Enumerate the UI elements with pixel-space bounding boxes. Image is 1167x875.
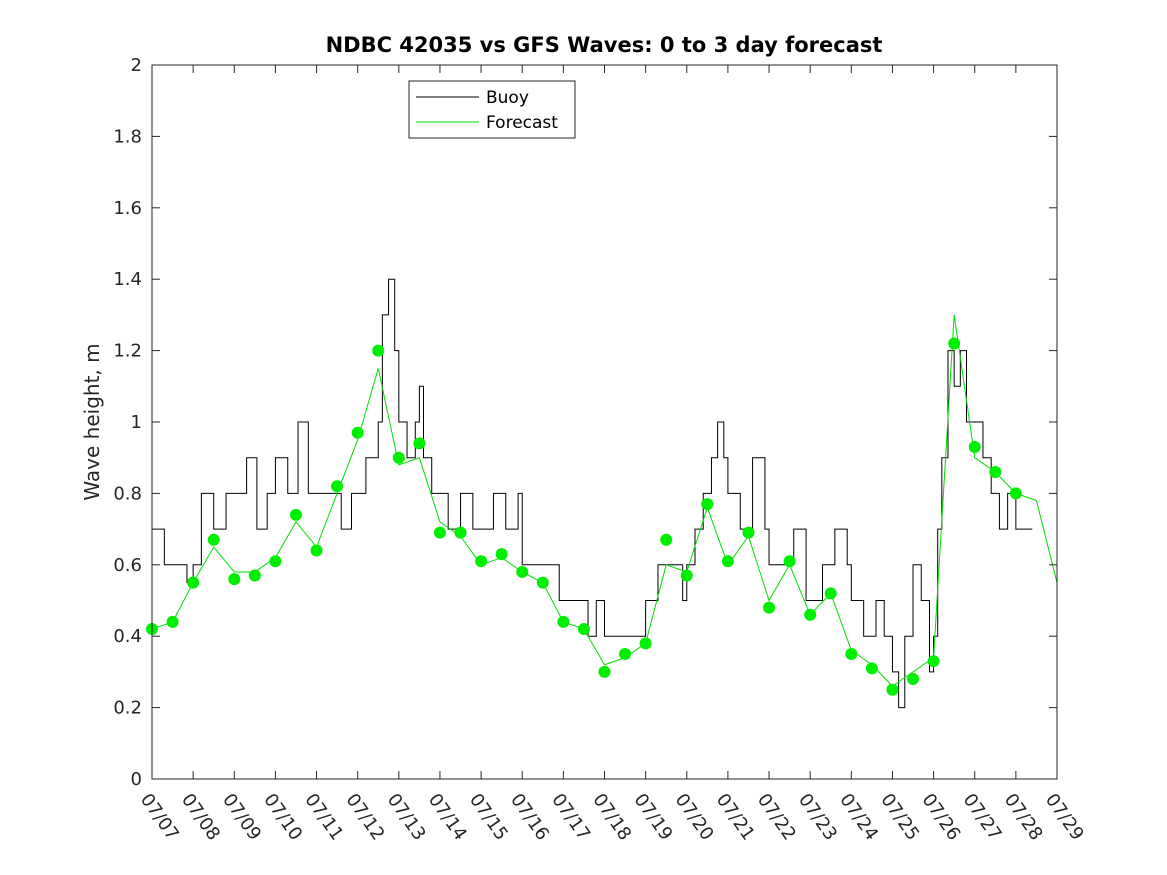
y-tick-label: 0.2: [113, 698, 142, 719]
y-tick-label: 0.8: [113, 483, 142, 504]
forecast-marker: [886, 683, 899, 696]
forecast-marker: [783, 555, 796, 568]
forecast-marker: [495, 548, 508, 561]
forecast-marker: [228, 573, 241, 586]
forecast-marker: [804, 608, 817, 621]
y-tick-label: 0: [131, 769, 142, 790]
forecast-marker: [454, 526, 467, 539]
forecast-marker: [433, 526, 446, 539]
forecast-marker: [598, 665, 611, 678]
forecast-marker: [351, 426, 364, 439]
forecast-marker: [619, 648, 632, 661]
y-tick-label: 1.2: [113, 341, 142, 362]
y-axis-label: Wave height, m: [80, 343, 104, 500]
forecast-marker: [248, 569, 261, 582]
forecast-marker: [166, 615, 179, 628]
forecast-marker: [660, 533, 673, 546]
forecast-marker: [742, 526, 755, 539]
forecast-marker: [824, 587, 837, 600]
legend: Buoy Forecast: [408, 80, 576, 139]
chart-title: NDBC 42035 vs GFS Waves: 0 to 3 day fore…: [326, 33, 883, 57]
y-tick-label: 0.6: [113, 555, 142, 576]
legend-buoy-label: Buoy: [486, 88, 529, 108]
y-tick-label: 1.8: [113, 126, 142, 147]
forecast-marker: [516, 565, 529, 578]
forecast-marker: [907, 673, 920, 686]
y-tick-label: 1.6: [113, 198, 142, 219]
legend-forecast-label: Forecast: [486, 113, 558, 133]
data-layer: [146, 278, 1058, 709]
forecast-marker: [372, 344, 385, 357]
y-tick-label: 1: [131, 412, 142, 433]
forecast-marker: [289, 508, 302, 521]
buoy-series-line: [152, 278, 1033, 709]
forecast-marker: [989, 465, 1002, 478]
forecast-marker: [536, 576, 549, 589]
forecast-marker: [310, 544, 323, 557]
forecast-marker: [475, 555, 488, 568]
legend-box: [408, 80, 576, 139]
forecast-marker: [721, 555, 734, 568]
forecast-marker: [948, 337, 961, 350]
forecast-marker: [701, 498, 714, 511]
forecast-marker: [1009, 487, 1022, 500]
y-tick-label: 1.4: [113, 269, 142, 290]
forecast-marker: [639, 637, 652, 650]
forecast-marker: [207, 533, 220, 546]
forecast-marker: [331, 480, 344, 493]
forecast-marker: [968, 440, 981, 453]
forecast-marker: [927, 655, 940, 668]
forecast-marker: [269, 555, 282, 568]
forecast-marker: [763, 601, 776, 614]
forecast-marker: [187, 576, 200, 589]
forecast-marker: [865, 662, 878, 675]
forecast-marker: [413, 437, 426, 450]
y-tick-label: 2: [131, 55, 142, 76]
forecast-marker: [845, 648, 858, 661]
y-tick-label: 0.4: [113, 626, 142, 647]
forecast-marker: [680, 569, 693, 582]
forecast-marker: [577, 623, 590, 636]
forecast-marker: [392, 451, 405, 464]
forecast-series-line: [151, 314, 1058, 687]
forecast-marker: [557, 615, 570, 628]
